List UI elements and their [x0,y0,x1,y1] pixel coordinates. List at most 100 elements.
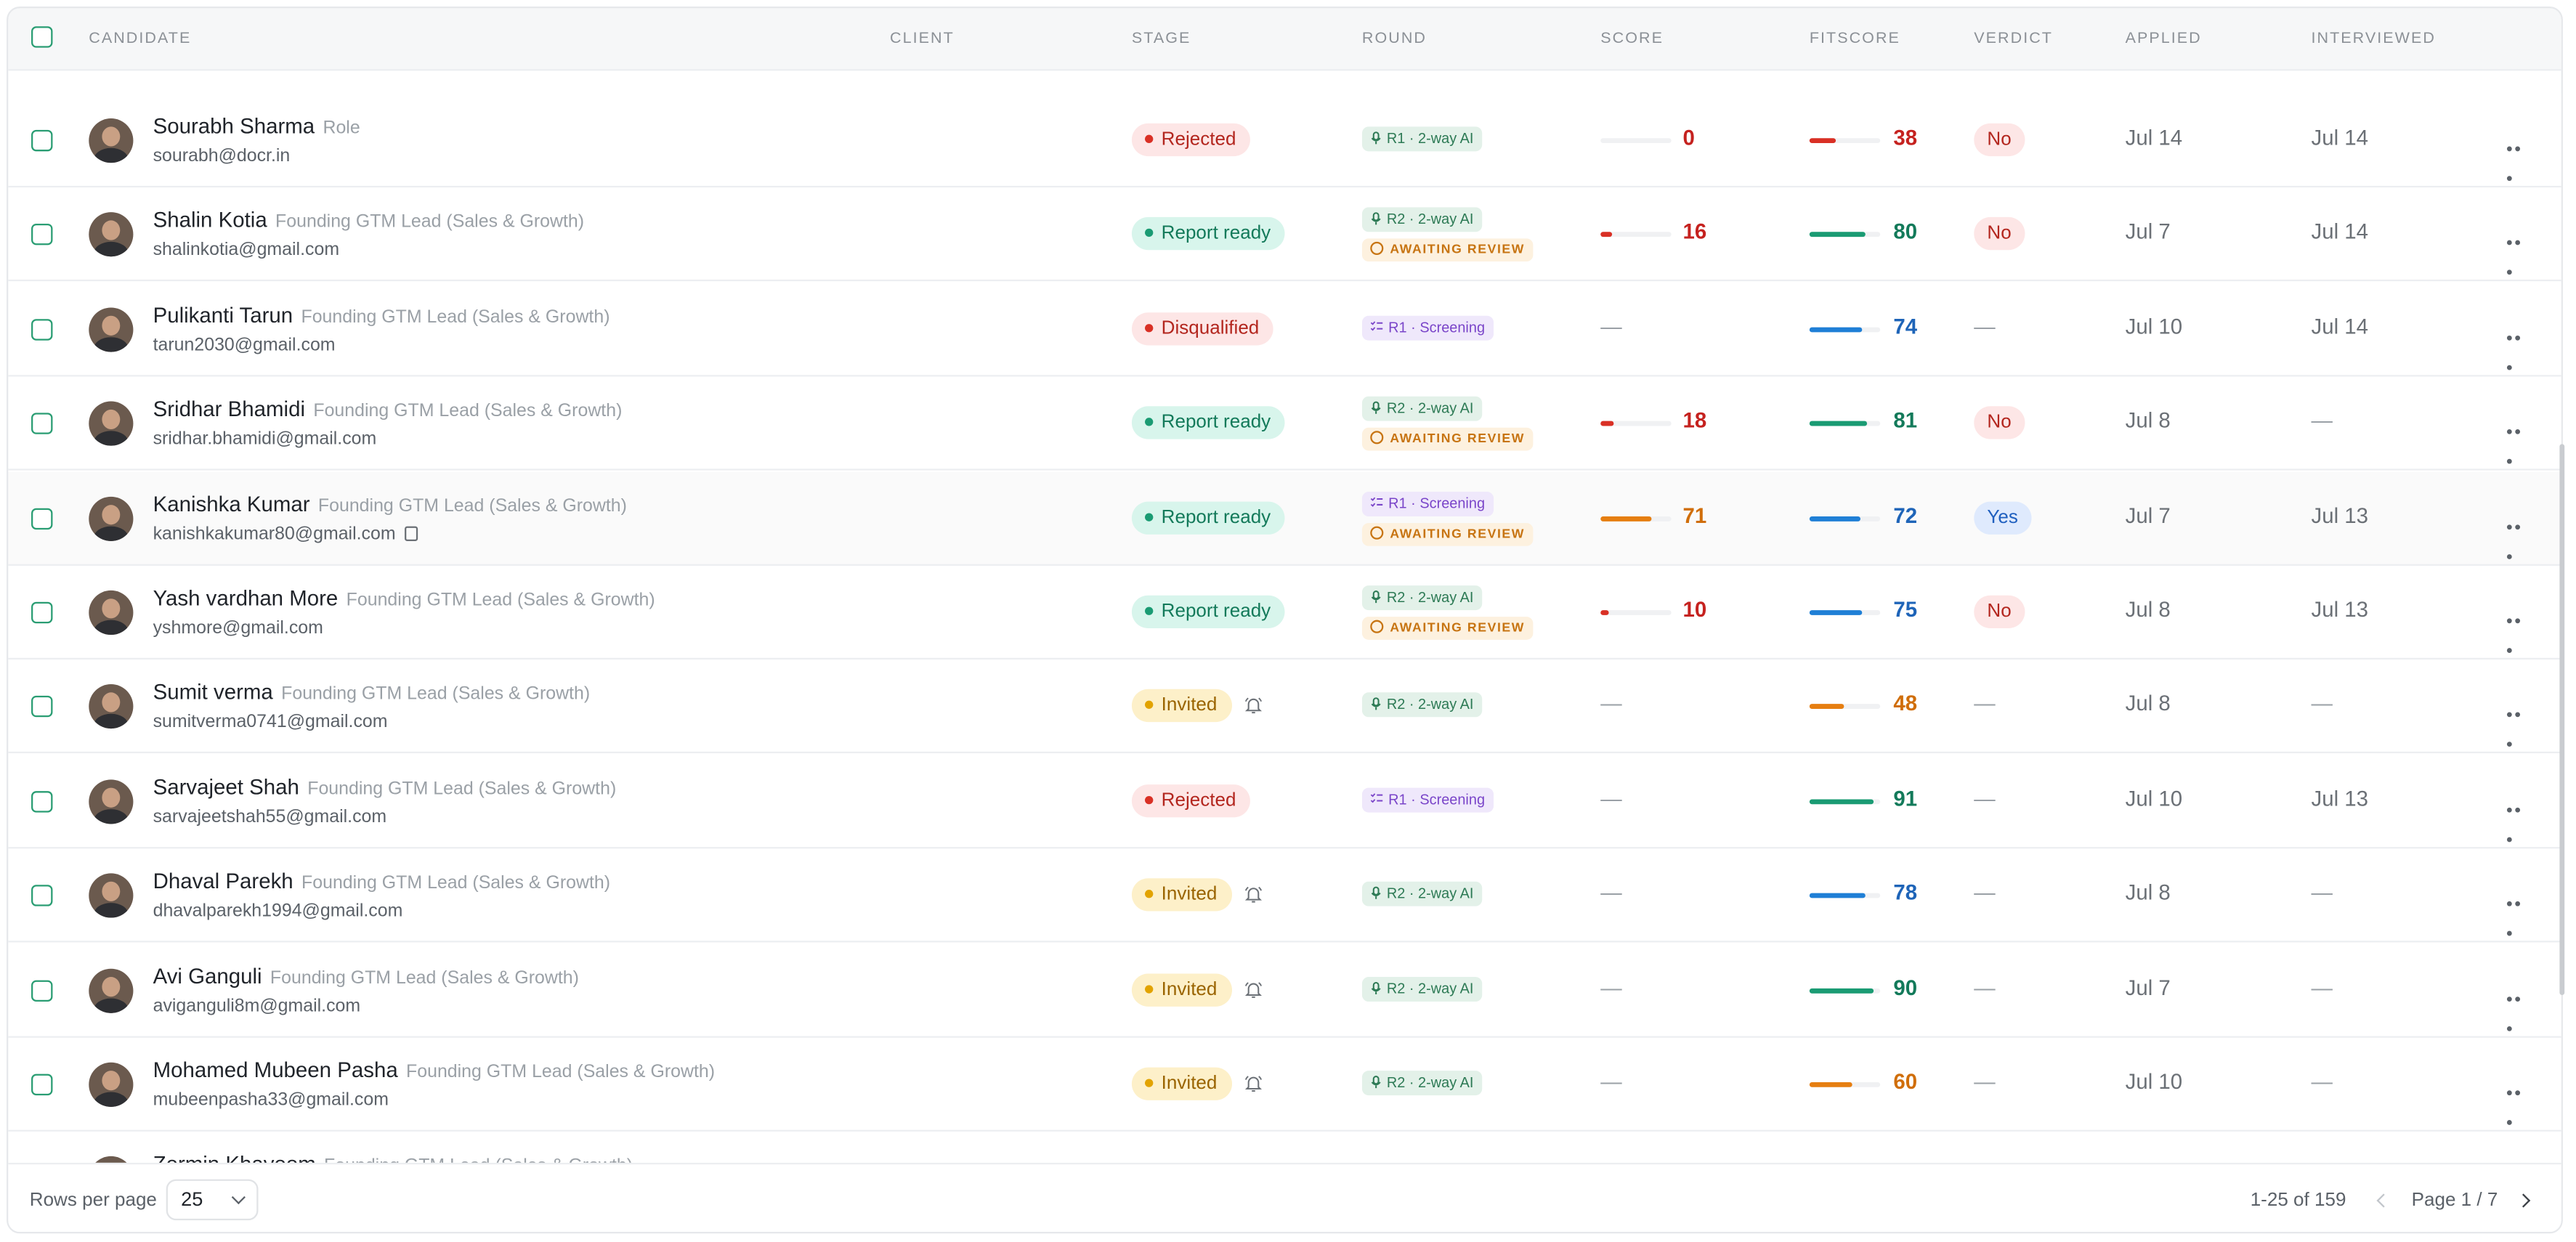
rows-per-page-select[interactable]: 25 [166,1179,259,1221]
candidate-role: Founding GTM Lead (Sales & Growth) [324,1157,633,1163]
mic-icon [1370,130,1387,147]
table-row[interactable]: Shalin Kotia Founding GTM Lead (Sales & G… [8,188,2561,283]
header-verdict[interactable]: VERDICT [1974,29,2053,48]
score-value: — [1600,691,1622,716]
candidate-name[interactable]: Sourabh Sharma Role [153,113,360,138]
row-checkbox[interactable] [31,790,53,813]
row-checkbox[interactable] [31,129,53,152]
header-score[interactable]: SCORE [1600,29,1664,48]
candidate-name-text: Pulikanti Tarun [153,302,293,328]
more-icon[interactable] [2506,791,2530,842]
candidate-name[interactable]: Avi Ganguli Founding GTM Lead (Sales & Gr… [153,963,579,988]
candidate-name[interactable]: Kanishka Kumar Founding GTM Lead (Sales &… [153,491,627,516]
verdict-badge: No [1974,595,2025,629]
round-badge: R2 · 2-way AI [1361,397,1482,422]
candidate-role: Founding GTM Lead (Sales & Growth) [346,590,655,611]
verdict-badge: No [1974,406,2025,440]
more-icon[interactable] [2506,319,2530,370]
header-interviewed[interactable]: INTERVIEWED [2311,29,2436,48]
header-stage[interactable]: STAGE [1131,29,1191,48]
table-row[interactable]: Avi Ganguli Founding GTM Lead (Sales & Gr… [8,943,2561,1037]
copy-icon[interactable] [403,525,418,541]
vertical-scrollbar[interactable] [2559,444,2565,995]
table-row[interactable]: Sarvajeet Shah Founding GTM Lead (Sales &… [8,754,2561,848]
table-row[interactable]: Sumit verma Founding GTM Lead (Sales & Gr… [8,659,2561,754]
more-icon[interactable] [2506,508,2530,559]
table-row[interactable]: Dhaval Parekh Founding GTM Lead (Sales & … [8,848,2561,943]
table-row[interactable]: Zermin Khayoom Founding GTM Lead (Sales &… [8,1132,2561,1163]
stage-badge: Report ready [1131,406,1286,440]
table-row[interactable]: Sridhar Bhamidi Founding GTM Lead (Sales … [8,376,2561,471]
row-checkbox[interactable] [31,696,53,718]
header-applied[interactable]: APPLIED [2125,29,2202,48]
row-checkbox[interactable] [31,979,53,1002]
rows-per-page-label: Rows per page [29,1190,157,1211]
bell-icon[interactable] [1244,978,1263,998]
next-page-icon[interactable] [2516,1193,2531,1208]
round-label: R2 · 2-way AI [1386,588,1474,606]
header-client[interactable]: CLIENT [890,29,955,48]
row-checkbox[interactable] [31,318,53,341]
bell-icon[interactable] [1244,1072,1263,1092]
status-dot [1145,701,1154,710]
verdict-badge: Yes [1974,500,2032,535]
select-all-checkbox[interactable] [31,26,53,48]
candidate-name[interactable]: Sridhar Bhamidi Founding GTM Lead (Sales … [153,397,623,421]
row-checkbox[interactable] [31,885,53,907]
stage-label: Report ready [1161,413,1271,433]
interviewed-date: Jul 13 [2311,785,2369,811]
candidate-email-text: sarvajeetshah55@gmail.com [153,807,387,827]
header-round[interactable]: ROUND [1361,29,1427,48]
stage-label: Rejected [1161,790,1236,811]
bell-icon[interactable] [1244,694,1263,715]
list-icon [1370,495,1388,511]
more-icon[interactable] [2506,885,2530,936]
row-checkbox[interactable] [31,601,53,624]
fitscore-bar-fill [1809,516,1860,521]
candidate-email: sridhar.bhamidi@gmail.com [153,429,377,449]
table-row[interactable]: Pulikanti Tarun Founding GTM Lead (Sales … [8,283,2561,377]
awaiting-review-badge: AWAITING REVIEW [1361,617,1534,640]
status-dot [1145,512,1154,521]
candidate-name[interactable]: Sarvajeet Shah Founding GTM Lead (Sales &… [153,774,617,799]
candidate-name[interactable]: Dhaval Parekh Founding GTM Lead (Sales & … [153,869,610,893]
stage-label: Invited [1161,979,1218,999]
more-icon[interactable] [2506,697,2530,747]
more-icon[interactable] [2506,1074,2530,1125]
previous-page-icon[interactable] [2376,1193,2391,1208]
bell-icon[interactable] [1244,883,1263,904]
header-candidate[interactable]: CANDIDATE [89,29,192,48]
awaiting-review-label: AWAITING REVIEW [1390,431,1526,447]
candidate-name[interactable]: Mohamed Mubeen Pasha Founding GTM Lead (S… [153,1058,715,1082]
stage-label: Rejected [1161,129,1236,150]
row-checkbox[interactable] [31,507,53,529]
row-checkbox[interactable] [31,1073,53,1096]
header-fitscore[interactable]: FITSCORE [1809,29,1900,48]
table-row[interactable]: Sourabh Sharma Role sourabh@docr.in Rejecte… [8,94,2561,188]
fitscore-bar-fill [1809,893,1865,898]
candidate-name[interactable]: Sumit verma Founding GTM Lead (Sales & Gr… [153,680,591,705]
more-icon[interactable] [2506,980,2530,1031]
more-icon[interactable] [2506,130,2530,182]
table-row[interactable]: Kanishka Kumar Founding GTM Lead (Sales &… [8,471,2561,566]
table-header: CANDIDATE CLIENT STAGE ROUND SCORE FITSC… [8,8,2561,71]
row-checkbox[interactable] [31,224,53,246]
candidate-name[interactable]: Zermin Khayoom Founding GTM Lead (Sales &… [153,1152,633,1163]
score-value: 18 [1682,407,1707,433]
candidate-name[interactable]: Yash vardhan More Founding GTM Lead (Sale… [153,585,655,610]
more-icon[interactable] [2506,413,2530,464]
table-row[interactable]: Mohamed Mubeen Pasha Founding GTM Lead (S… [8,1037,2561,1132]
round-label: R1 · Screening [1388,790,1486,808]
table-row[interactable]: Yash vardhan More Founding GTM Lead (Sale… [8,565,2561,660]
more-icon[interactable] [2506,224,2530,276]
more-icon[interactable] [2506,602,2530,653]
row-checkbox[interactable] [31,413,53,435]
candidate-email: sarvajeetshah55@gmail.com [153,807,387,827]
interviewed-date: Jul 13 [2311,502,2369,527]
clock-icon [1370,431,1384,445]
stage-badge: Report ready [1131,595,1286,629]
avatar [89,1062,134,1107]
candidate-name[interactable]: Pulikanti Tarun Founding GTM Lead (Sales … [153,302,610,327]
candidate-name[interactable]: Shalin Kotia Founding GTM Lead (Sales & G… [153,208,584,232]
fitscore-bar-fill [1809,421,1867,426]
